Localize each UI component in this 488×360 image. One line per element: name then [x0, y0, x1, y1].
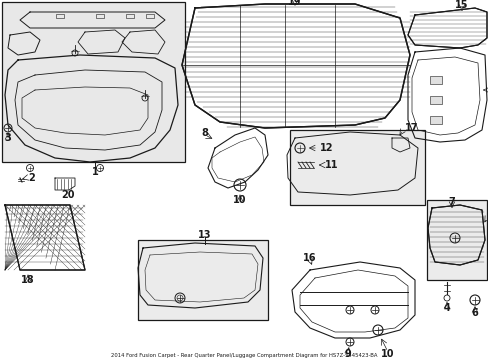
Text: 7: 7	[447, 197, 454, 207]
Bar	[429, 116, 441, 124]
Bar	[429, 96, 441, 104]
Text: 2: 2	[28, 173, 35, 183]
Bar	[126, 14, 134, 18]
Text: 4: 4	[443, 303, 449, 313]
Text: 20: 20	[61, 190, 75, 200]
Text: 10: 10	[381, 349, 394, 359]
Bar	[426, 200, 486, 280]
Bar	[96, 14, 104, 18]
Text: 5: 5	[486, 213, 488, 223]
Text: 14: 14	[486, 85, 488, 95]
Text: 16: 16	[303, 253, 316, 263]
Bar	[2, 2, 184, 162]
Text: 8: 8	[201, 128, 208, 138]
Text: 15: 15	[454, 0, 468, 10]
Text: 9: 9	[344, 349, 351, 359]
Bar	[138, 240, 267, 320]
Text: 17: 17	[404, 123, 418, 133]
Text: 13: 13	[198, 230, 211, 240]
Text: 2014 Ford Fusion Carpet - Rear Quarter Panel/Luggage Compartment Diagram for HS7: 2014 Ford Fusion Carpet - Rear Quarter P…	[110, 353, 376, 358]
Bar	[56, 14, 64, 18]
Text: 19: 19	[287, 0, 301, 7]
Bar	[289, 130, 424, 205]
Bar	[429, 76, 441, 84]
Text: 6: 6	[470, 308, 477, 318]
Text: 3: 3	[4, 133, 11, 143]
Text: 1: 1	[91, 167, 98, 177]
Text: 18: 18	[21, 275, 35, 285]
Text: 12: 12	[319, 143, 333, 153]
Text: 11: 11	[325, 160, 338, 170]
Bar	[146, 14, 154, 18]
Text: 10: 10	[233, 195, 246, 205]
